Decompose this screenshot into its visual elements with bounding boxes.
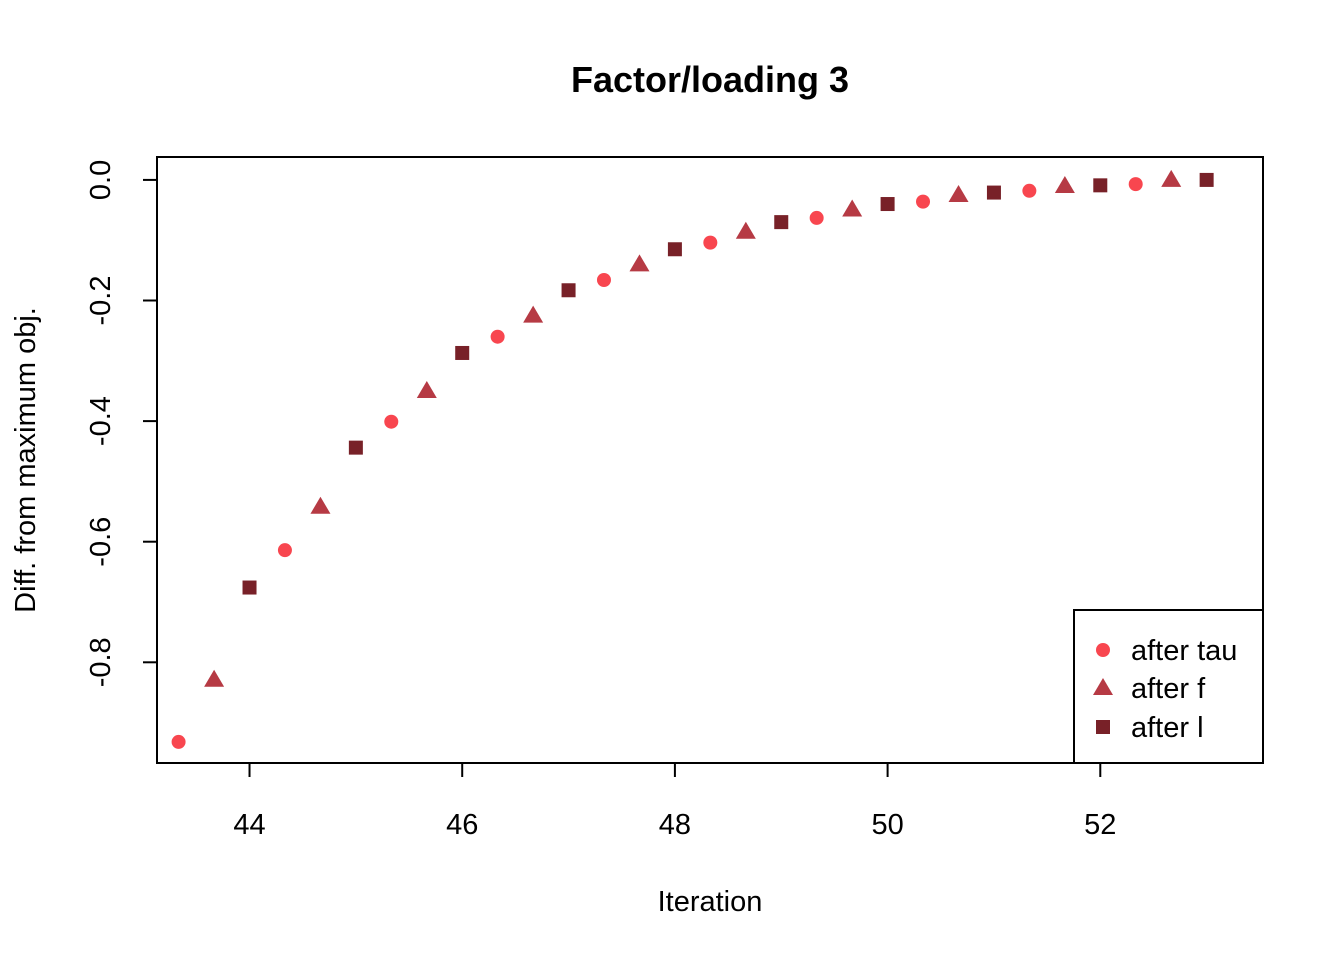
y-tick-label: -0.6 [85, 517, 117, 567]
data-point-triangle [948, 184, 969, 202]
x-axis-label: Iteration [658, 886, 763, 918]
legend-item: after l [1096, 712, 1204, 744]
x-tick-label: 46 [446, 809, 478, 841]
data-point-triangle [416, 380, 437, 398]
data-point-triangle [1161, 169, 1182, 187]
y-tick-label: -0.4 [85, 396, 117, 446]
series-triangle [204, 169, 1182, 687]
data-point-square [1199, 172, 1214, 187]
legend-label: after tau [1131, 635, 1237, 667]
y-axis-label: Diff. from maximum obj. [10, 307, 42, 613]
x-tick-label: 44 [233, 809, 265, 841]
data-point-circle [1128, 177, 1143, 192]
data-point-square [455, 345, 470, 360]
data-point-circle [490, 329, 505, 344]
x-axis: 44 46 48 50 52 [233, 762, 1116, 841]
data-point-square [1093, 178, 1108, 193]
chart-title: Factor/loading 3 [571, 59, 849, 100]
data-point-triangle [523, 305, 544, 323]
legend-label: after l [1131, 712, 1204, 744]
y-tick-label: -0.2 [85, 276, 117, 326]
data-point-triangle [735, 221, 756, 239]
data-point-triangle [204, 669, 225, 687]
data-point-square [667, 242, 682, 257]
data-point-square [561, 283, 576, 298]
data-point-circle [596, 273, 611, 288]
series-circle [171, 177, 1143, 749]
x-tick-label: 50 [871, 809, 903, 841]
data-point-square [986, 185, 1001, 200]
data-point-square [348, 440, 363, 455]
data-point-circle [703, 235, 718, 250]
legend-marker-square [1096, 720, 1110, 734]
data-point-circle [384, 414, 399, 429]
data-point-circle [277, 543, 292, 558]
x-tick-label: 52 [1084, 809, 1116, 841]
data-point-circle [809, 210, 824, 225]
legend-marker-circle [1096, 643, 1110, 657]
data-point-square [774, 215, 789, 230]
legend-marker-triangle [1093, 678, 1113, 695]
data-point-triangle [842, 199, 863, 217]
legend-item: after tau [1096, 635, 1237, 667]
data-point-circle [171, 734, 186, 749]
y-axis: 0.0 -0.2 -0.4 -0.6 -0.8 [85, 160, 158, 687]
y-tick-label: 0.0 [85, 160, 117, 200]
y-tick-label: -0.8 [85, 637, 117, 687]
data-point-square [880, 197, 895, 212]
legend-item: after f [1093, 673, 1206, 705]
data-point-triangle [310, 496, 331, 514]
data-point-circle [1022, 183, 1037, 198]
data-point-circle [916, 194, 931, 209]
data-point-triangle [629, 254, 650, 272]
x-tick-label: 48 [659, 809, 691, 841]
legend-items: after tau after f after l [1093, 635, 1237, 744]
data-points [171, 169, 1214, 749]
data-point-square [242, 580, 257, 595]
legend: after tau after f after l [1073, 609, 1264, 764]
series-square [242, 172, 1214, 595]
legend-label: after f [1131, 673, 1206, 705]
data-point-triangle [1054, 175, 1075, 193]
